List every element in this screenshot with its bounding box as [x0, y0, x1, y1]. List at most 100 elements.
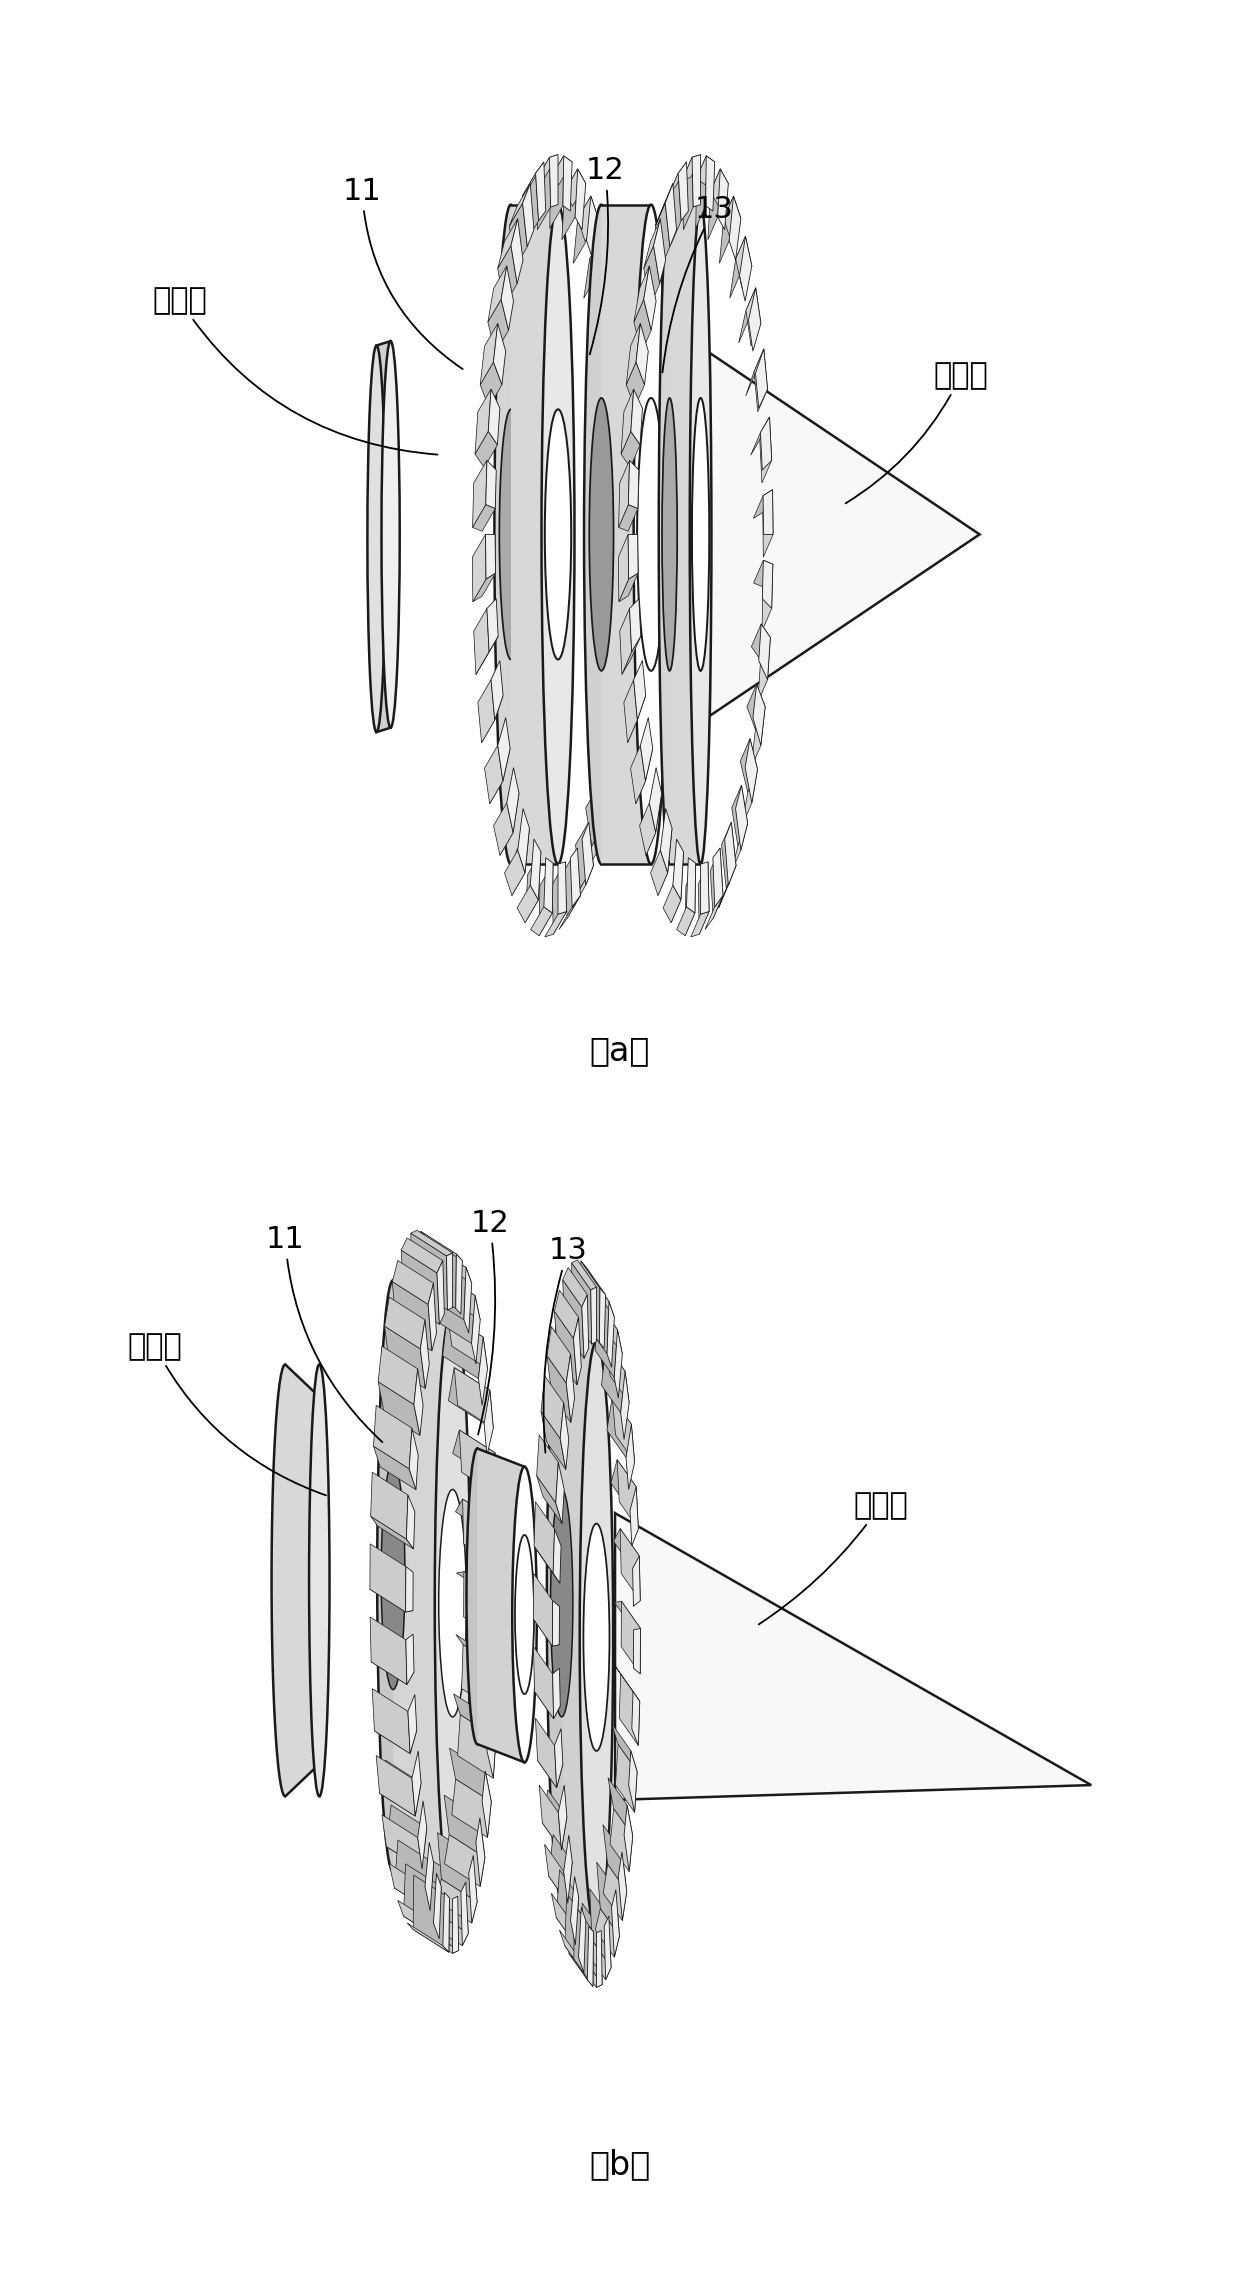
Ellipse shape — [689, 205, 712, 864]
Ellipse shape — [658, 205, 681, 864]
Polygon shape — [616, 564, 630, 632]
Polygon shape — [491, 1521, 500, 1571]
Polygon shape — [446, 1253, 453, 1310]
Polygon shape — [494, 323, 506, 384]
Polygon shape — [646, 794, 662, 855]
Polygon shape — [553, 1669, 560, 1719]
Polygon shape — [370, 1587, 413, 1612]
Polygon shape — [487, 1717, 496, 1778]
Polygon shape — [739, 236, 751, 300]
Polygon shape — [512, 828, 529, 896]
Polygon shape — [370, 1617, 407, 1685]
Polygon shape — [490, 1658, 498, 1712]
Polygon shape — [606, 1396, 631, 1458]
Polygon shape — [608, 559, 630, 587]
Polygon shape — [472, 573, 496, 603]
Polygon shape — [718, 168, 728, 230]
Ellipse shape — [512, 1467, 537, 1762]
Polygon shape — [563, 1267, 588, 1308]
Polygon shape — [615, 1601, 641, 1630]
Polygon shape — [610, 1808, 632, 1872]
Polygon shape — [761, 564, 773, 632]
Polygon shape — [469, 1856, 477, 1924]
Polygon shape — [435, 1273, 475, 1344]
Polygon shape — [434, 1874, 441, 1940]
Polygon shape — [552, 862, 567, 935]
Ellipse shape — [377, 1280, 409, 1872]
Polygon shape — [621, 389, 634, 455]
Polygon shape — [630, 598, 641, 653]
Polygon shape — [548, 1835, 572, 1903]
Polygon shape — [376, 1756, 415, 1817]
Polygon shape — [619, 1851, 626, 1922]
Polygon shape — [631, 746, 646, 803]
Polygon shape — [384, 1326, 425, 1389]
Polygon shape — [644, 266, 656, 330]
Polygon shape — [474, 609, 489, 675]
Ellipse shape — [637, 398, 665, 671]
Polygon shape — [619, 459, 630, 528]
Ellipse shape — [542, 205, 574, 864]
Polygon shape — [595, 1303, 618, 1378]
Text: （a）: （a） — [590, 1035, 650, 1067]
Polygon shape — [682, 157, 693, 230]
Polygon shape — [656, 184, 673, 225]
Polygon shape — [605, 707, 622, 769]
Polygon shape — [590, 1890, 611, 1967]
Polygon shape — [510, 184, 531, 225]
Polygon shape — [541, 1412, 565, 1469]
Polygon shape — [371, 1649, 414, 1685]
Polygon shape — [568, 1953, 593, 1987]
Polygon shape — [477, 1449, 525, 1762]
Polygon shape — [392, 1283, 432, 1351]
Ellipse shape — [381, 1462, 405, 1690]
Polygon shape — [622, 637, 641, 675]
Polygon shape — [471, 1296, 480, 1364]
Polygon shape — [572, 1262, 591, 1344]
Polygon shape — [619, 505, 637, 532]
Polygon shape — [487, 598, 498, 653]
Polygon shape — [553, 1528, 560, 1583]
Polygon shape — [552, 1601, 559, 1646]
Polygon shape — [384, 1296, 425, 1348]
Polygon shape — [665, 184, 677, 246]
Polygon shape — [517, 885, 538, 923]
Polygon shape — [651, 850, 667, 896]
Polygon shape — [742, 769, 758, 825]
Polygon shape — [708, 168, 720, 239]
Polygon shape — [453, 1897, 459, 1953]
Polygon shape — [557, 1869, 579, 1944]
Polygon shape — [567, 1353, 574, 1424]
Polygon shape — [663, 885, 681, 923]
Polygon shape — [539, 864, 553, 935]
Polygon shape — [522, 173, 538, 243]
Polygon shape — [407, 1924, 449, 1953]
Polygon shape — [394, 1840, 434, 1910]
Polygon shape — [620, 1528, 640, 1601]
Polygon shape — [735, 785, 748, 850]
Polygon shape — [605, 416, 627, 455]
Polygon shape — [489, 389, 500, 446]
Polygon shape — [463, 1499, 500, 1567]
Polygon shape — [564, 168, 585, 207]
Polygon shape — [370, 1544, 405, 1612]
Polygon shape — [754, 348, 768, 412]
Polygon shape — [732, 785, 748, 846]
Polygon shape — [464, 1267, 471, 1333]
Polygon shape — [604, 1917, 611, 1981]
Polygon shape — [749, 289, 761, 350]
Polygon shape — [709, 352, 980, 716]
Polygon shape — [698, 862, 709, 935]
Polygon shape — [489, 1453, 497, 1512]
Polygon shape — [644, 246, 660, 307]
Polygon shape — [564, 1894, 585, 1974]
Polygon shape — [405, 1635, 414, 1685]
Polygon shape — [601, 1344, 625, 1412]
Polygon shape — [624, 1806, 632, 1872]
Polygon shape — [420, 1230, 463, 1260]
Polygon shape — [379, 1760, 422, 1817]
Polygon shape — [410, 1230, 453, 1255]
Polygon shape — [534, 1501, 554, 1574]
Polygon shape — [475, 389, 491, 455]
Polygon shape — [754, 489, 773, 518]
